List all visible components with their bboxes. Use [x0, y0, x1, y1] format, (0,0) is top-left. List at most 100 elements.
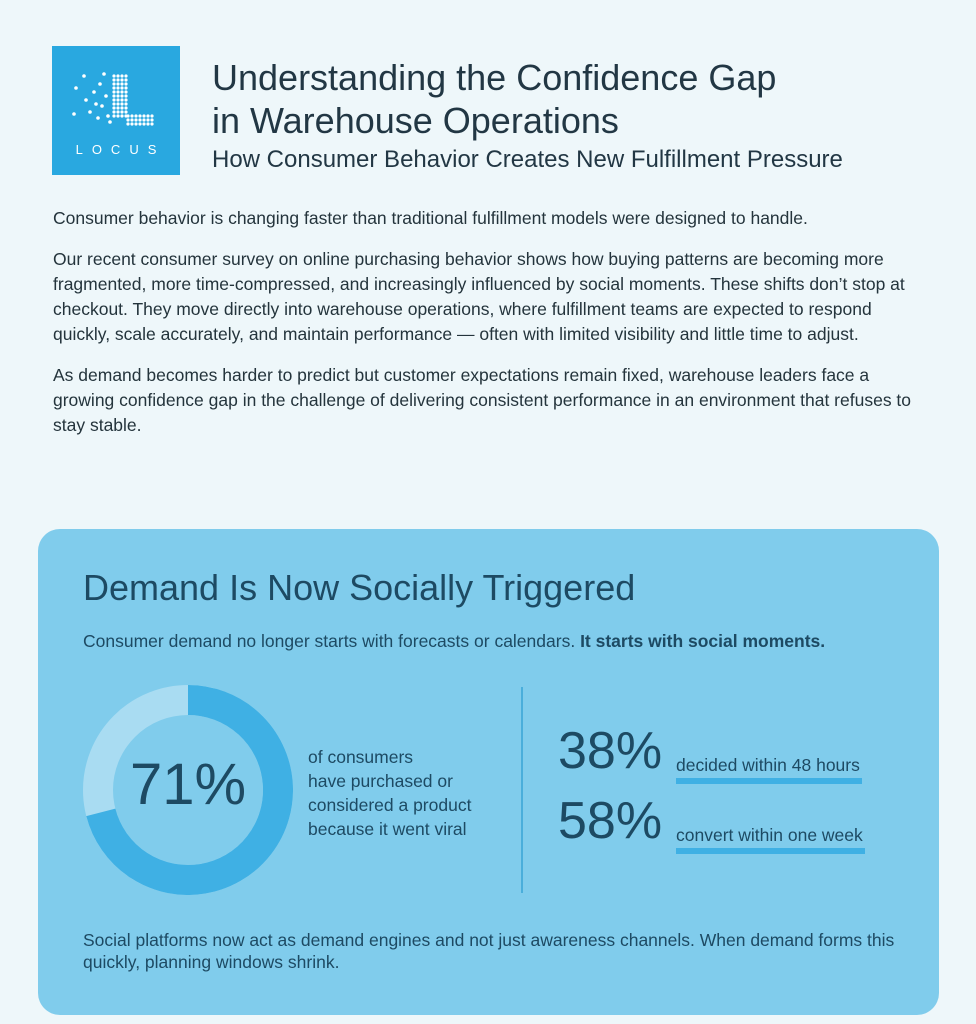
logo-dot	[112, 110, 116, 114]
logo-dot	[74, 86, 78, 90]
intro-text: Consumer behavior is changing faster tha…	[53, 206, 933, 454]
logo-dot	[84, 98, 88, 102]
logo-dot	[126, 122, 130, 126]
logo-dot	[116, 82, 120, 86]
logo-dot	[120, 74, 124, 78]
logo-dot	[120, 102, 124, 106]
logo-dot	[116, 86, 120, 90]
logo-dot	[120, 106, 124, 110]
logo-dot	[124, 110, 128, 114]
logo-dot	[116, 102, 120, 106]
card-lead: Consumer demand no longer starts with fo…	[83, 631, 825, 652]
logo-dot	[120, 82, 124, 86]
logo-dot	[82, 74, 86, 78]
logo-dot	[116, 74, 120, 78]
logo-dot	[142, 122, 146, 126]
logo-dot	[112, 86, 116, 90]
logo-dot	[112, 90, 116, 94]
logo-dot	[120, 90, 124, 94]
social-demand-card: Demand Is Now Socially Triggered Consume…	[38, 529, 939, 1015]
logo-dot	[138, 114, 142, 118]
logo-dot	[142, 118, 146, 122]
stat-value-58: 58%	[558, 792, 663, 850]
logo-dot	[112, 82, 116, 86]
logo-dot	[112, 74, 116, 78]
page-title: Understanding the Confidence Gap in Ware…	[212, 56, 776, 142]
intro-paragraph: Our recent consumer survey on online pur…	[53, 249, 905, 344]
description-line: considered a product	[308, 795, 472, 815]
locus-logo: LOCUS	[52, 46, 180, 175]
logo-dot	[116, 110, 120, 114]
logo-dot	[116, 90, 120, 94]
logo-dot	[124, 106, 128, 110]
intro-paragraph: As demand becomes harder to predict but …	[53, 365, 912, 435]
logo-dot	[124, 82, 128, 86]
logo-dot	[120, 86, 124, 90]
logo-dot	[116, 98, 120, 102]
logo-dot	[146, 122, 150, 126]
logo-dot	[72, 112, 76, 116]
stat-label-38: decided within 48 hours	[676, 755, 862, 784]
logo-text: LOCUS	[75, 142, 166, 157]
title-line-2: in Warehouse Operations	[212, 100, 619, 141]
logo-dot	[146, 118, 150, 122]
donut-description: of consumers have purchased or considere…	[308, 745, 471, 841]
lead-bold-text: It starts with social moments.	[580, 631, 826, 651]
logo-dot	[126, 114, 130, 118]
logo-dot	[124, 102, 128, 106]
logo-dot	[116, 94, 120, 98]
logo-dot	[130, 118, 134, 122]
logo-dot	[146, 114, 150, 118]
logo-dot	[92, 90, 96, 94]
logo-dot	[88, 110, 92, 114]
logo-dot	[102, 72, 106, 76]
logo-dot	[112, 94, 116, 98]
logo-dot	[94, 102, 98, 106]
logo-dot	[142, 114, 146, 118]
logo-dot	[130, 122, 134, 126]
logo-dot	[108, 120, 112, 124]
logo-dot	[120, 110, 124, 114]
logo-dot	[134, 122, 138, 126]
logo-dot	[124, 90, 128, 94]
logo-dot	[120, 78, 124, 82]
description-line: because it went viral	[308, 819, 467, 839]
lead-text: Consumer demand no longer starts with fo…	[83, 631, 576, 651]
logo-dot	[120, 114, 124, 118]
logo-dot	[112, 114, 116, 118]
logo-dot	[116, 78, 120, 82]
logo-dot	[150, 118, 154, 122]
divider	[521, 687, 523, 893]
logo-dot	[120, 98, 124, 102]
logo-dot	[138, 122, 142, 126]
intro-paragraph: Consumer behavior is changing faster tha…	[53, 208, 808, 228]
logo-dot	[124, 78, 128, 82]
logo-dot	[126, 118, 130, 122]
donut-value: 71%	[129, 752, 247, 817]
card-heading: Demand Is Now Socially Triggered	[83, 567, 636, 608]
logo-dot	[112, 106, 116, 110]
logo-dot	[150, 122, 154, 126]
logo-dot	[134, 118, 138, 122]
logo-dot	[116, 114, 120, 118]
logo-mark-icon	[72, 72, 154, 126]
logo-dot	[150, 114, 154, 118]
logo-dot	[120, 94, 124, 98]
logo-dot	[98, 82, 102, 86]
logo-dot	[124, 98, 128, 102]
card-footer-text: Social platforms now act as demand engin…	[83, 930, 895, 972]
stat-value-38: 38%	[558, 722, 663, 780]
donut-chart	[83, 685, 293, 895]
donut-arc	[86, 685, 293, 895]
logo-dot	[124, 86, 128, 90]
logo-dot	[134, 114, 138, 118]
stat-label-58: convert within one week	[676, 825, 865, 854]
logo-dot	[116, 106, 120, 110]
logo-dot	[138, 118, 142, 122]
description-line: have purchased or	[308, 771, 453, 791]
page-subtitle: How Consumer Behavior Creates New Fulfil…	[212, 146, 843, 173]
logo-dot	[124, 94, 128, 98]
logo-dot	[100, 104, 104, 108]
title-line-1: Understanding the Confidence Gap	[212, 57, 777, 98]
logo-dot	[112, 102, 116, 106]
